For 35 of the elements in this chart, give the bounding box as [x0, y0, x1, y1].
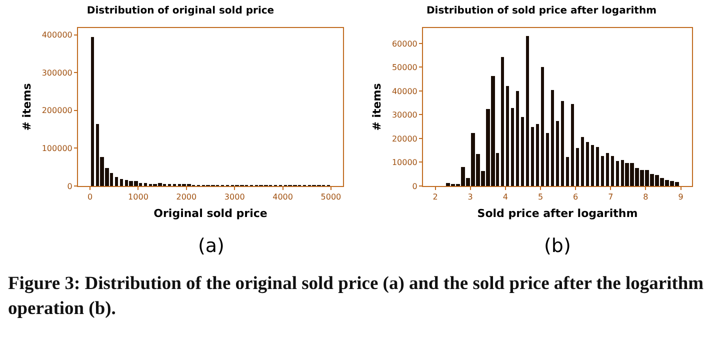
- y-tick-label: 60000: [392, 39, 418, 48]
- text: (a): [198, 235, 224, 257]
- x-tick-label: 0: [88, 192, 93, 202]
- y-tick-label: 10000: [392, 158, 418, 168]
- x-tick-label: 8: [643, 192, 648, 202]
- x-tick-label: 7: [608, 192, 614, 202]
- x-tick-label: 9: [678, 192, 684, 202]
- x-axis-title: Original sold price: [154, 206, 268, 220]
- x-axis-title: Sold price after logarithm: [477, 206, 638, 220]
- x-tick-label: 4: [502, 192, 508, 202]
- y-tick-label: 0: [412, 182, 418, 191]
- x-tick-label: 5000: [320, 192, 342, 202]
- y-tick-label: 100000: [42, 144, 72, 153]
- y-axis-title: # items: [370, 82, 384, 131]
- chart-title: Distribution of original sold price: [86, 5, 274, 16]
- text: (b): [544, 235, 571, 257]
- x-tick-label: 4000: [272, 192, 293, 202]
- y-tick-label: 200000: [42, 106, 72, 116]
- y-tick-label: 50000: [392, 63, 418, 72]
- x-tick-label: 2000: [176, 192, 197, 202]
- y-tick-label: 40000: [392, 86, 418, 96]
- y-tick-label: 0: [67, 182, 72, 191]
- x-tick-label: 3000: [224, 192, 245, 202]
- x-tick-label: 5: [538, 192, 544, 202]
- x-tick-label: 1000: [128, 192, 148, 202]
- x-tick-label: 2: [432, 192, 438, 202]
- y-tick-label: 20000: [392, 134, 418, 144]
- y-axis-title: # items: [20, 82, 34, 131]
- y-tick-label: 400000: [42, 30, 72, 40]
- caption: Figure 3: Distribution of the original sold price (a) and the sold price after the logarithm operation (b).: [7, 273, 705, 321]
- y-tick-label: 300000: [42, 68, 72, 78]
- chart-title: Distribution of sold price after logarithm: [426, 5, 657, 16]
- x-tick-label: 3: [468, 192, 473, 202]
- x-tick-label: 6: [573, 192, 578, 202]
- y-tick-label: 30000: [392, 110, 418, 120]
